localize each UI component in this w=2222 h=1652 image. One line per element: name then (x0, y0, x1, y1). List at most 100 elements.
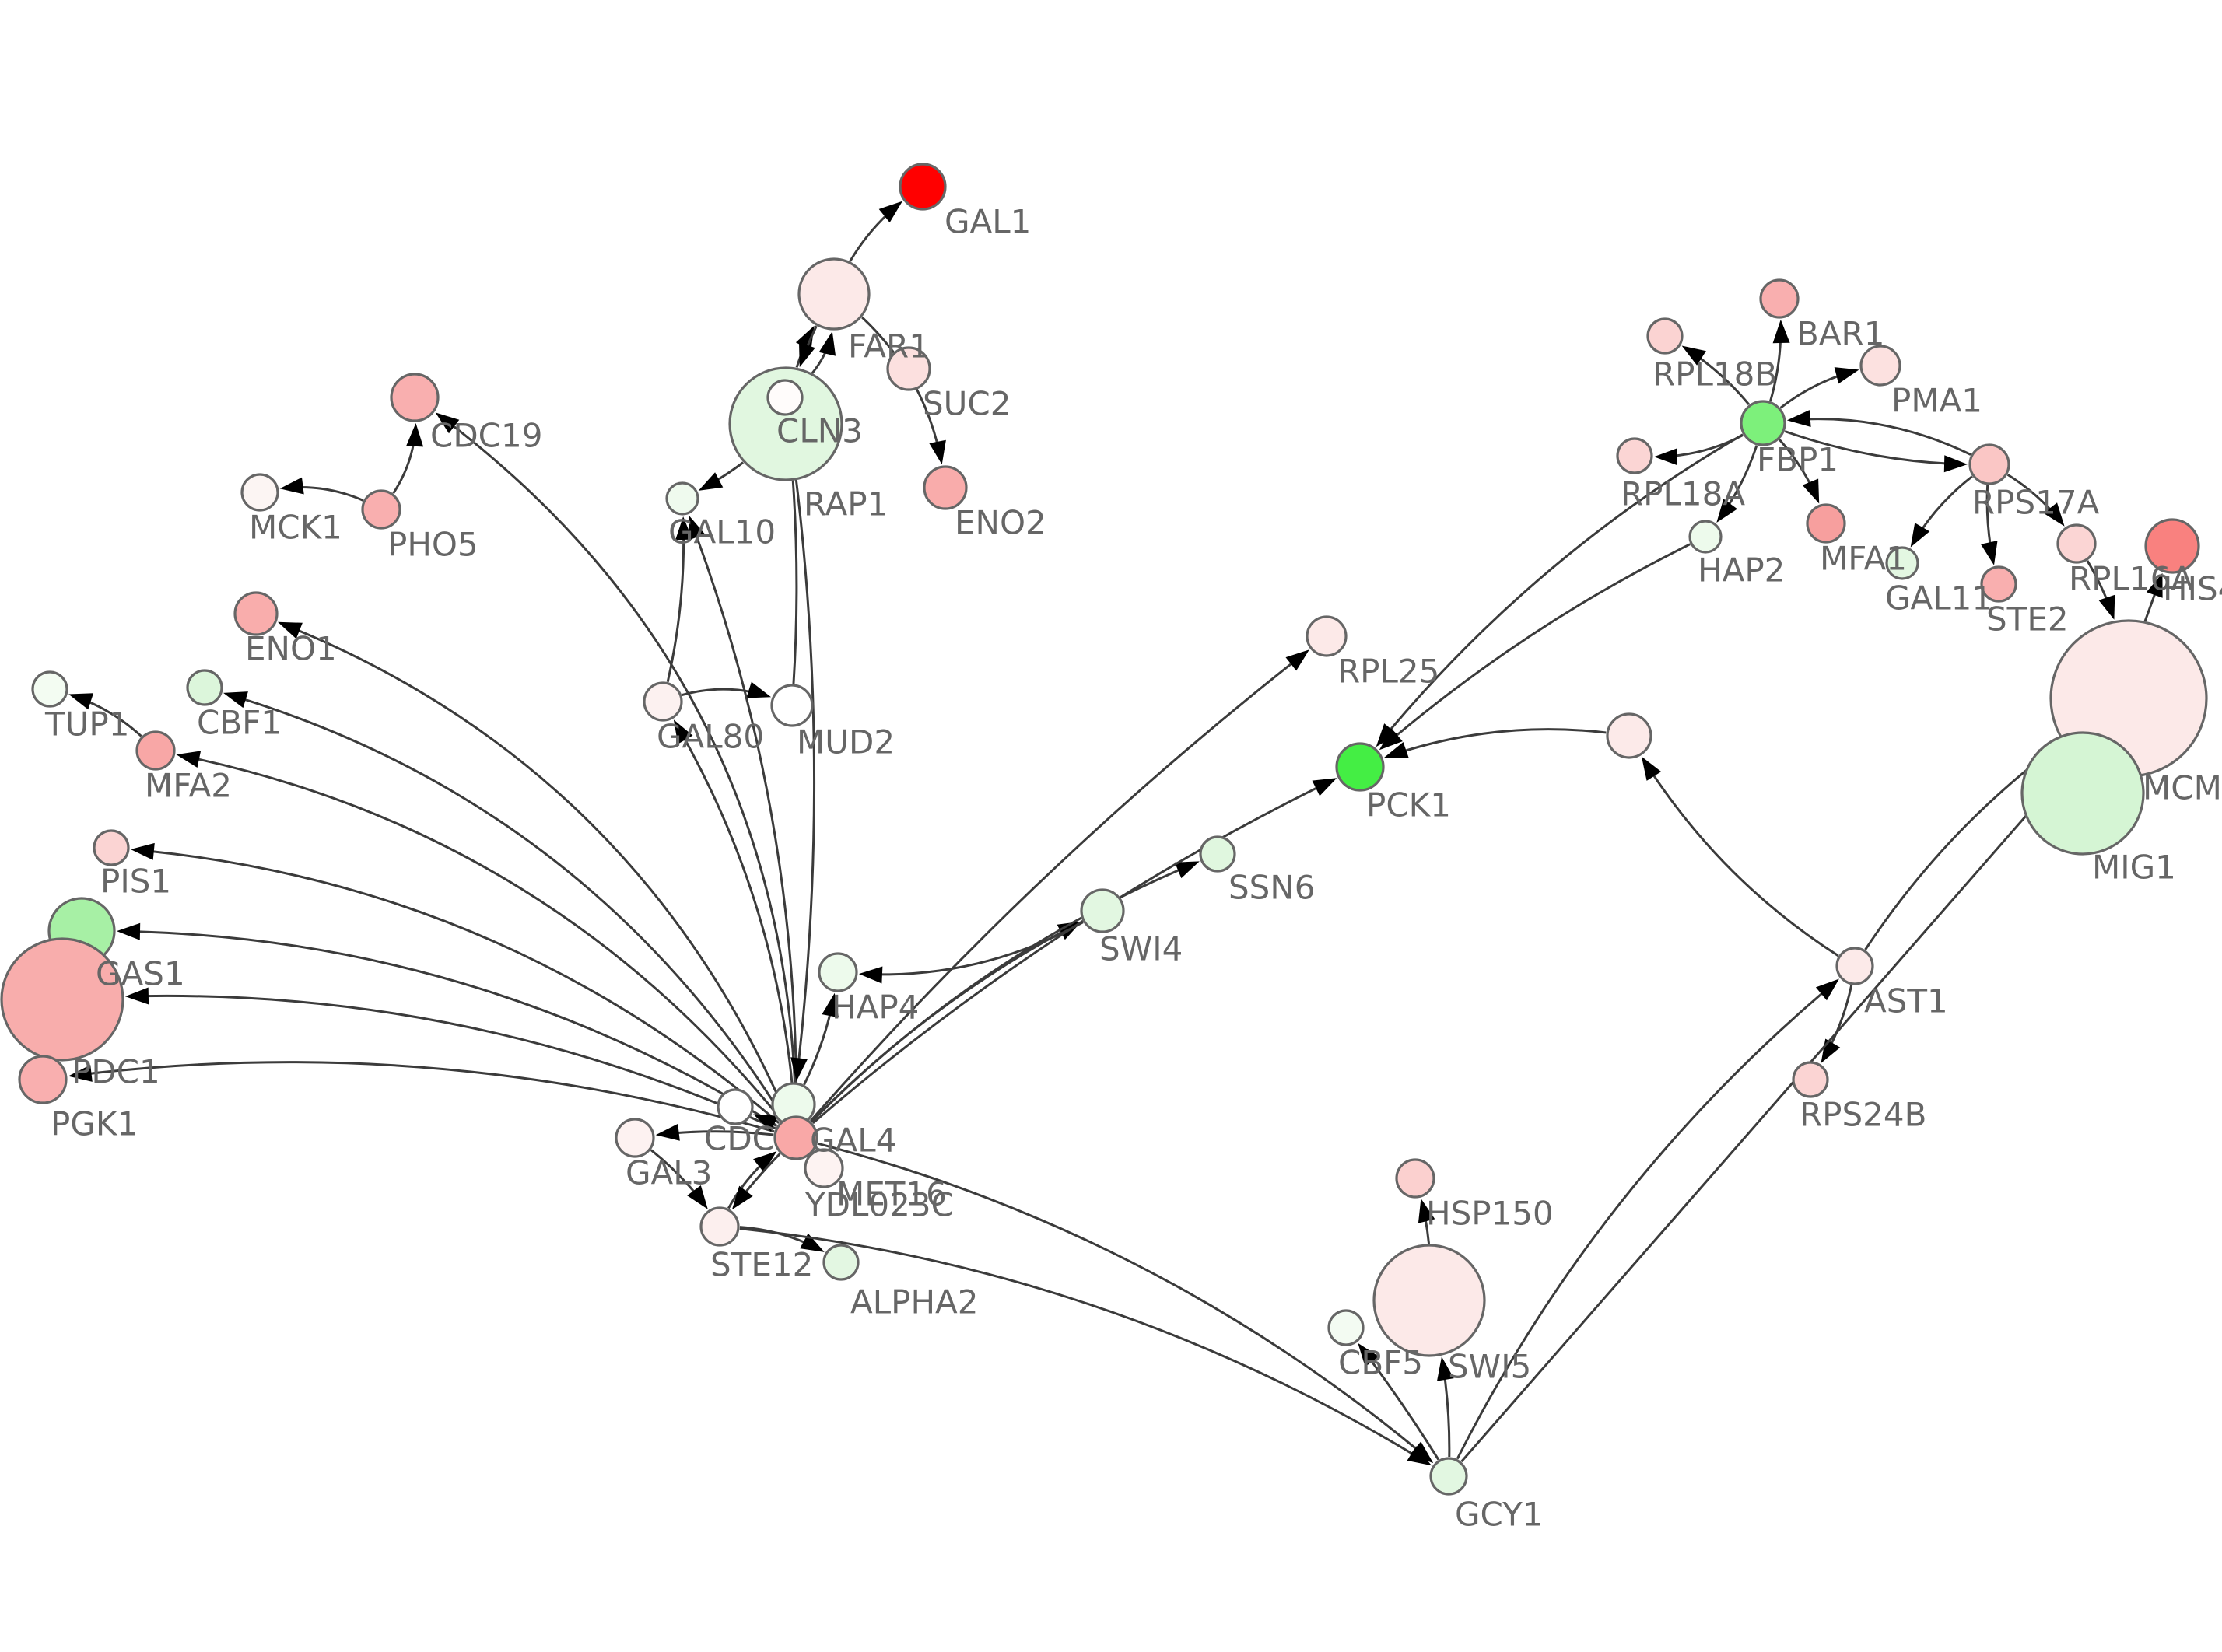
edge-rps17a-to-ste2 (1985, 485, 1992, 547)
gene-node-mud2[interactable] (770, 684, 814, 727)
gene-node-gal1[interactable] (899, 163, 947, 211)
gene-label-alpha2: ALPHA2 (850, 1283, 979, 1321)
arrowhead-icon (687, 1185, 708, 1209)
gene-node-mfa2[interactable] (135, 730, 176, 771)
arrowhead-icon (790, 1057, 808, 1082)
gene-node-gal80[interactable] (643, 681, 683, 722)
gene-label-met16: MET16 (836, 1175, 947, 1213)
gene-node-swi5[interactable] (1372, 1244, 1486, 1357)
gene-node-eno2[interactable] (923, 465, 968, 510)
gene-node-pis1[interactable] (93, 829, 130, 866)
gene-node-eno1[interactable] (233, 591, 279, 636)
gene-label-gal3: GAL3 (626, 1154, 712, 1192)
gene-node-rpl18b[interactable] (1646, 317, 1684, 355)
gene-node-suc2[interactable] (886, 346, 931, 391)
gene-node-pma1[interactable] (1859, 345, 1901, 387)
gene-node-ast1_up[interactable] (1606, 712, 1652, 759)
gene-node-cbf1[interactable] (186, 669, 223, 706)
edge-rps17a-to-fbp1 (1806, 418, 1971, 456)
gene-node-tup1[interactable] (31, 670, 68, 708)
gene-node-fbp1[interactable] (1740, 400, 1786, 446)
gene-node-rps24b[interactable] (1792, 1061, 1829, 1098)
edge-fbp1-to-hap2 (1726, 445, 1758, 508)
gene-node-gal4[interactable] (773, 1115, 818, 1160)
nodes-layer (0, 163, 2208, 1496)
gene-node-rpl18a[interactable] (1616, 437, 1653, 474)
arrowhead-icon (858, 966, 883, 984)
gene-node-pgk1[interactable] (18, 1055, 68, 1104)
gene-node-mfa1[interactable] (1806, 503, 1846, 544)
edge-fbp1-to-pck1 (1387, 433, 1744, 733)
gene-label-gal10: GAL10 (668, 513, 776, 551)
gene-node-gal3[interactable] (615, 1118, 655, 1158)
edge-ast1-to-rps24b (1829, 985, 1853, 1047)
edge-gal4-to-gal80 (682, 736, 796, 1116)
gene-label-mud2: MUD2 (797, 723, 895, 761)
gene-node-cdc[interactable] (717, 1088, 754, 1125)
edge-gal4-to-pck1 (811, 785, 1320, 1125)
edge-ast1_up-to-pck1 (1402, 728, 1607, 753)
gene-label-rpl18a: RPL18A (1621, 475, 1745, 513)
gene-node-rpl16a[interactable] (2056, 523, 2097, 564)
gene-node-rps17a[interactable] (1968, 443, 2010, 485)
gene-label-far1: FAR1 (848, 327, 930, 366)
gene-node-gcy1[interactable] (1429, 1457, 1468, 1496)
gene-node-pho5[interactable] (361, 489, 401, 530)
gene-node-cbf5[interactable] (1327, 1309, 1365, 1346)
gene-label-cdc19: CDC19 (430, 417, 542, 455)
gene-node-ydl023c[interactable] (804, 1148, 844, 1188)
gene-node-hap4[interactable] (818, 952, 858, 992)
gene-node-ast1[interactable] (1835, 947, 1874, 985)
gene-node-hap2[interactable] (1688, 520, 1723, 554)
gene-node-pck1[interactable] (1335, 742, 1385, 792)
gene-node-his4[interactable] (2144, 518, 2200, 574)
gene-node-gal11[interactable] (1885, 546, 1919, 580)
arrowhead-icon (1681, 345, 1706, 366)
arrowhead-icon (1418, 1199, 1435, 1223)
edge-fbp1-to-rpl18b (1697, 355, 1751, 406)
edge-mfa2-to-tup1 (86, 699, 142, 737)
gene-label-gal4: GAL4 (810, 1122, 896, 1160)
arrowhead-icon (698, 472, 724, 491)
gene-node-cln3[interactable] (728, 366, 843, 481)
edge-gcy1-to-swi5 (1443, 1375, 1451, 1458)
gene-node-hsp150[interactable] (1395, 1158, 1435, 1199)
edge-ast1-to-mcm1 (1864, 753, 2048, 950)
edge-gal4-to-rpl25 (809, 660, 1295, 1122)
gene-node-rap1[interactable] (766, 379, 804, 416)
gene-node-ste12[interactable] (699, 1206, 740, 1247)
gene-node-gal10[interactable] (665, 481, 699, 516)
arrowhead-icon (1943, 455, 1968, 473)
gene-label-ste12: STE12 (710, 1246, 813, 1284)
gene-label-ssn6: SSN6 (1228, 869, 1315, 907)
edge-gal4-to-pis1 (149, 849, 780, 1125)
arrowhead-icon (1910, 523, 1930, 548)
gene-node-rpl25[interactable] (1306, 615, 1348, 657)
edge-fbp1-to-bar1 (1769, 338, 1782, 401)
gene-node-pdc1[interactable] (0, 937, 124, 1062)
edge-rap1-to-met16 (787, 415, 816, 1062)
gene-label-pis1: PIS1 (100, 863, 171, 901)
arrowhead-icon (1312, 778, 1337, 796)
arrowhead-icon (68, 693, 94, 710)
gene-node-ste2[interactable] (1980, 565, 2017, 603)
arrowhead-icon (1174, 861, 1200, 879)
gene-node-ssn6[interactable] (1199, 835, 1236, 873)
edge-cln3-to-gal10 (714, 461, 745, 482)
arrowhead-icon (731, 1185, 753, 1210)
gene-node-mig1[interactable] (2020, 731, 2145, 856)
gene-node-far1[interactable] (797, 257, 871, 331)
gene-node-bar1[interactable] (1759, 278, 1800, 319)
gene-node-swi4[interactable] (1080, 888, 1125, 933)
gene-node-cdc19[interactable] (390, 373, 440, 422)
edge-gal4-to-ste12 (743, 1153, 781, 1195)
edge-gal80-to-gal10 (666, 535, 685, 683)
gene-node-alpha2[interactable] (822, 1244, 860, 1281)
gene-node-mck1[interactable] (240, 473, 279, 512)
gene-label-mfa2: MFA2 (145, 767, 232, 805)
arrowhead-icon (1815, 978, 1839, 1001)
gene-label-pdc1: PDC1 (72, 1053, 160, 1091)
arrowhead-icon (1834, 367, 1859, 384)
